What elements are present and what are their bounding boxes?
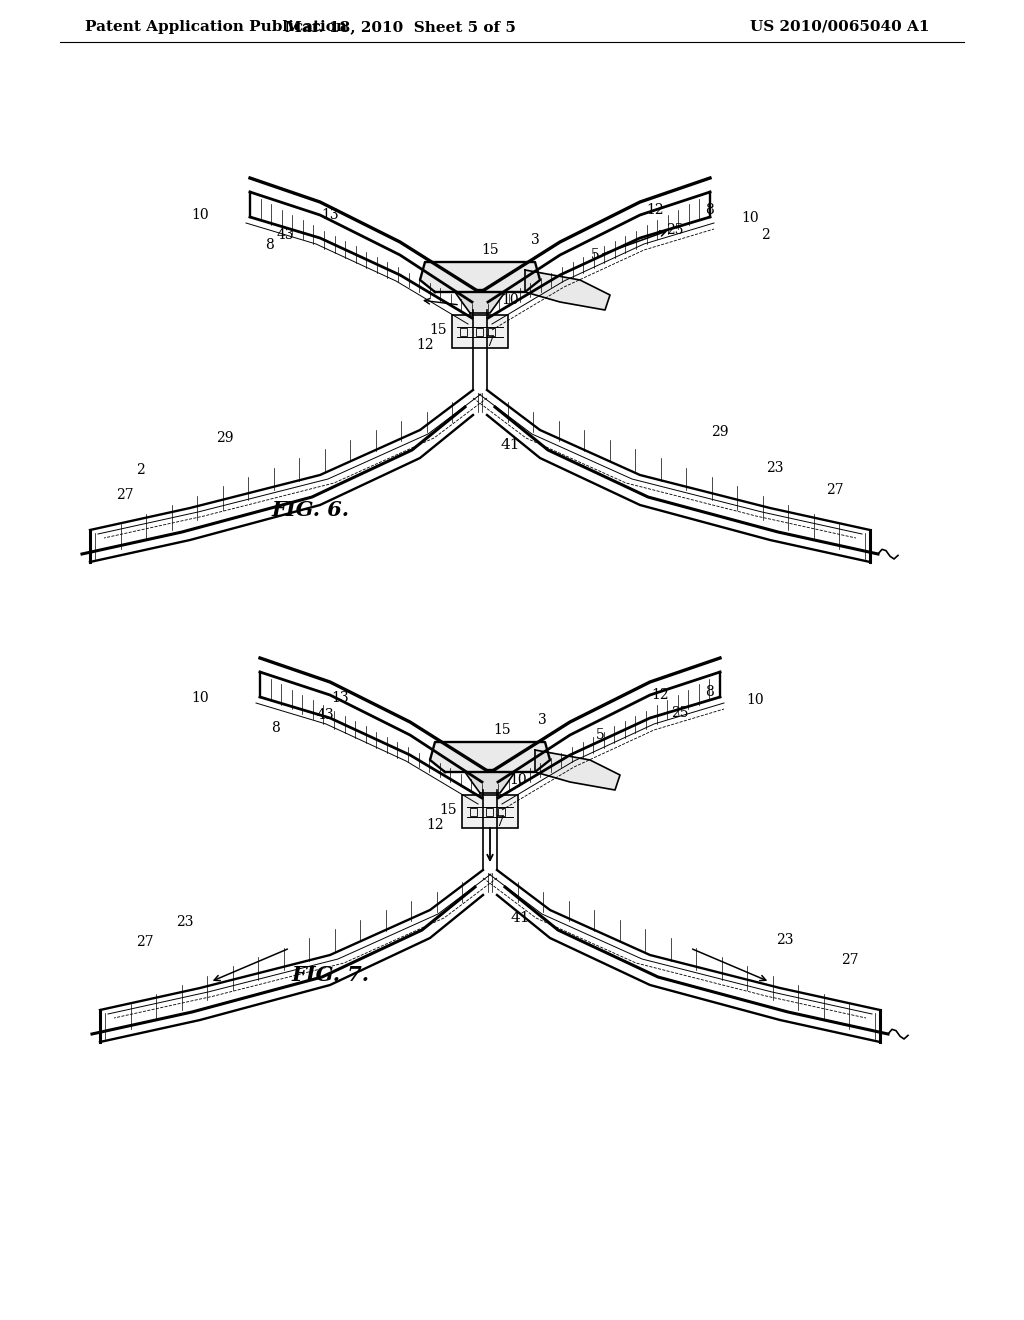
Text: 23: 23 xyxy=(176,915,194,929)
Text: 10: 10 xyxy=(746,693,764,708)
Text: 12: 12 xyxy=(416,338,434,352)
Text: 10: 10 xyxy=(191,690,209,705)
Bar xyxy=(488,327,495,335)
Text: 12: 12 xyxy=(646,203,664,216)
Text: 2: 2 xyxy=(761,228,769,242)
Bar xyxy=(476,327,483,335)
Text: 10: 10 xyxy=(509,774,526,787)
Text: US 2010/0065040 A1: US 2010/0065040 A1 xyxy=(750,20,930,34)
Text: 27: 27 xyxy=(116,488,134,502)
Text: 12: 12 xyxy=(651,688,669,702)
Text: 3: 3 xyxy=(530,234,540,247)
Text: Mar. 18, 2010  Sheet 5 of 5: Mar. 18, 2010 Sheet 5 of 5 xyxy=(285,20,515,34)
Text: 41: 41 xyxy=(501,438,520,451)
Text: 23: 23 xyxy=(776,933,794,946)
Text: 13: 13 xyxy=(322,209,339,222)
Text: 27: 27 xyxy=(841,953,859,968)
Text: 12: 12 xyxy=(426,818,443,832)
Text: 29: 29 xyxy=(216,432,233,445)
Polygon shape xyxy=(535,750,620,789)
Text: 10: 10 xyxy=(501,293,519,308)
Text: 8: 8 xyxy=(706,203,715,216)
Text: 15: 15 xyxy=(439,803,457,817)
Text: 5: 5 xyxy=(596,729,604,742)
Text: 23: 23 xyxy=(766,461,783,475)
Bar xyxy=(460,327,467,335)
Text: 41: 41 xyxy=(510,911,529,925)
Text: 29: 29 xyxy=(712,425,729,440)
Bar xyxy=(498,808,505,816)
Text: 5: 5 xyxy=(591,248,599,261)
Text: 3: 3 xyxy=(538,713,547,727)
Text: 2: 2 xyxy=(135,463,144,477)
Text: 15: 15 xyxy=(494,723,511,737)
Polygon shape xyxy=(465,772,515,793)
Text: 13: 13 xyxy=(331,690,349,705)
Text: FIG. 6.: FIG. 6. xyxy=(271,500,349,520)
Text: 8: 8 xyxy=(270,721,280,735)
Text: 43: 43 xyxy=(316,708,334,722)
Text: Patent Application Publication: Patent Application Publication xyxy=(85,20,347,34)
Text: 7: 7 xyxy=(485,335,495,348)
Text: 25: 25 xyxy=(672,706,689,719)
Bar xyxy=(452,315,508,348)
Text: 10: 10 xyxy=(741,211,759,224)
Polygon shape xyxy=(430,742,550,772)
Bar xyxy=(486,808,493,816)
Text: 43: 43 xyxy=(276,228,294,242)
Polygon shape xyxy=(420,261,540,292)
Polygon shape xyxy=(455,292,505,313)
Text: 7: 7 xyxy=(496,814,505,829)
Text: 25: 25 xyxy=(667,223,684,238)
Polygon shape xyxy=(525,271,610,310)
Text: 8: 8 xyxy=(706,685,715,700)
Text: 27: 27 xyxy=(136,935,154,949)
Bar xyxy=(470,808,477,816)
Text: 8: 8 xyxy=(265,238,274,252)
Text: 10: 10 xyxy=(191,209,209,222)
Text: 15: 15 xyxy=(481,243,499,257)
Bar xyxy=(462,795,518,828)
Text: 27: 27 xyxy=(826,483,844,498)
Text: 15: 15 xyxy=(429,323,446,337)
Text: FIG. 7.: FIG. 7. xyxy=(291,965,369,985)
